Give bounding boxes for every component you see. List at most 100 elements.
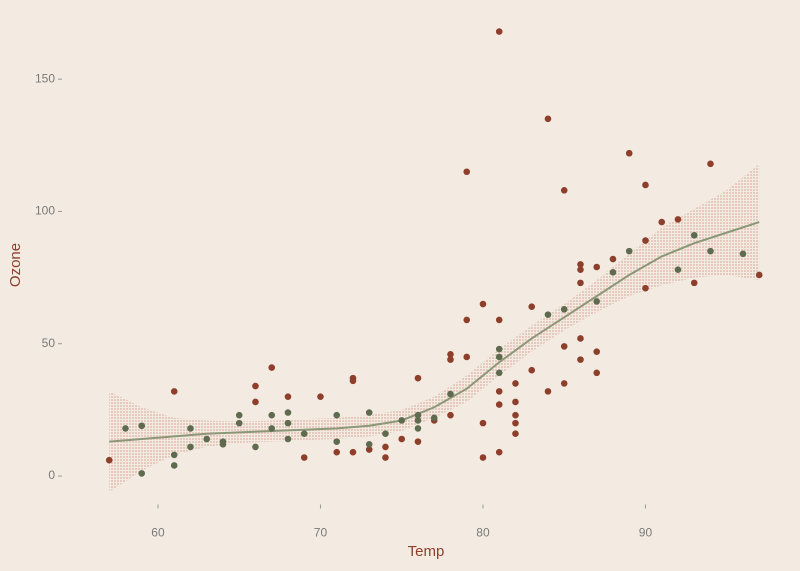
x-tick-label: 90 xyxy=(639,526,653,540)
point xyxy=(300,430,308,438)
point xyxy=(252,398,259,406)
point xyxy=(479,300,487,308)
point xyxy=(235,419,243,427)
y-tick-label: 100 xyxy=(35,204,55,218)
point xyxy=(170,451,178,459)
point xyxy=(560,343,568,350)
point xyxy=(463,168,471,176)
point xyxy=(447,356,454,363)
smooth-line xyxy=(109,221,760,443)
y-tick-label: 50 xyxy=(42,336,56,350)
point xyxy=(495,28,503,35)
point xyxy=(463,353,471,361)
point xyxy=(447,411,454,419)
point xyxy=(512,419,519,427)
point xyxy=(593,369,601,377)
point xyxy=(268,425,276,432)
point xyxy=(560,380,568,387)
point xyxy=(479,454,487,461)
point xyxy=(268,411,276,419)
point xyxy=(577,266,584,273)
point xyxy=(577,335,584,342)
point xyxy=(284,393,292,400)
point xyxy=(382,430,389,438)
x-tick-label: 60 xyxy=(151,526,165,540)
point xyxy=(690,231,698,239)
point xyxy=(317,393,324,400)
point xyxy=(284,435,292,443)
point xyxy=(495,369,503,377)
y-tick-label: 150 xyxy=(35,71,55,85)
point xyxy=(609,269,617,276)
point xyxy=(593,263,601,271)
point xyxy=(690,279,698,287)
point xyxy=(138,470,146,477)
point xyxy=(333,411,341,419)
point xyxy=(414,438,422,445)
point xyxy=(122,425,129,432)
y-tick-label: 0 xyxy=(48,468,55,482)
point xyxy=(512,398,519,406)
point xyxy=(707,160,714,168)
y-axis-title: Ozone xyxy=(7,243,24,287)
point xyxy=(252,443,259,451)
point xyxy=(382,454,389,461)
point xyxy=(625,149,633,157)
point xyxy=(495,345,503,353)
x-axis-title: Temp xyxy=(408,543,445,560)
point xyxy=(463,316,471,324)
point xyxy=(105,456,113,464)
point xyxy=(544,388,552,395)
point xyxy=(138,422,146,430)
point xyxy=(170,388,178,395)
point xyxy=(593,298,601,305)
point xyxy=(560,306,568,313)
point xyxy=(512,430,519,438)
point xyxy=(495,316,503,324)
point xyxy=(495,448,503,456)
point xyxy=(414,417,422,424)
point xyxy=(755,271,763,279)
point xyxy=(333,448,341,456)
point xyxy=(187,443,194,451)
point xyxy=(495,353,503,361)
point xyxy=(544,115,552,123)
point xyxy=(577,279,584,287)
point xyxy=(544,311,552,318)
point xyxy=(365,409,373,416)
point xyxy=(365,446,373,453)
point xyxy=(495,388,503,395)
point xyxy=(658,218,666,226)
point xyxy=(349,374,357,382)
point xyxy=(187,425,194,432)
point xyxy=(479,419,487,427)
x-tick-label: 70 xyxy=(314,526,328,540)
point xyxy=(707,247,714,255)
point xyxy=(333,438,341,445)
point xyxy=(642,284,649,292)
point xyxy=(577,356,584,363)
point xyxy=(447,390,454,398)
point xyxy=(674,266,682,273)
point xyxy=(642,181,649,189)
point xyxy=(203,435,211,443)
point xyxy=(528,303,536,311)
point xyxy=(577,261,584,268)
x-tick-label: 80 xyxy=(476,526,490,540)
point xyxy=(252,382,259,390)
point xyxy=(284,419,292,427)
point xyxy=(170,462,178,469)
point xyxy=(414,374,422,382)
point xyxy=(300,454,308,461)
point xyxy=(495,401,503,408)
point xyxy=(528,366,536,374)
point xyxy=(512,380,519,387)
point xyxy=(512,411,519,419)
point xyxy=(560,186,568,194)
point xyxy=(414,425,422,432)
point xyxy=(674,216,682,223)
point xyxy=(268,364,276,371)
point xyxy=(414,411,422,419)
